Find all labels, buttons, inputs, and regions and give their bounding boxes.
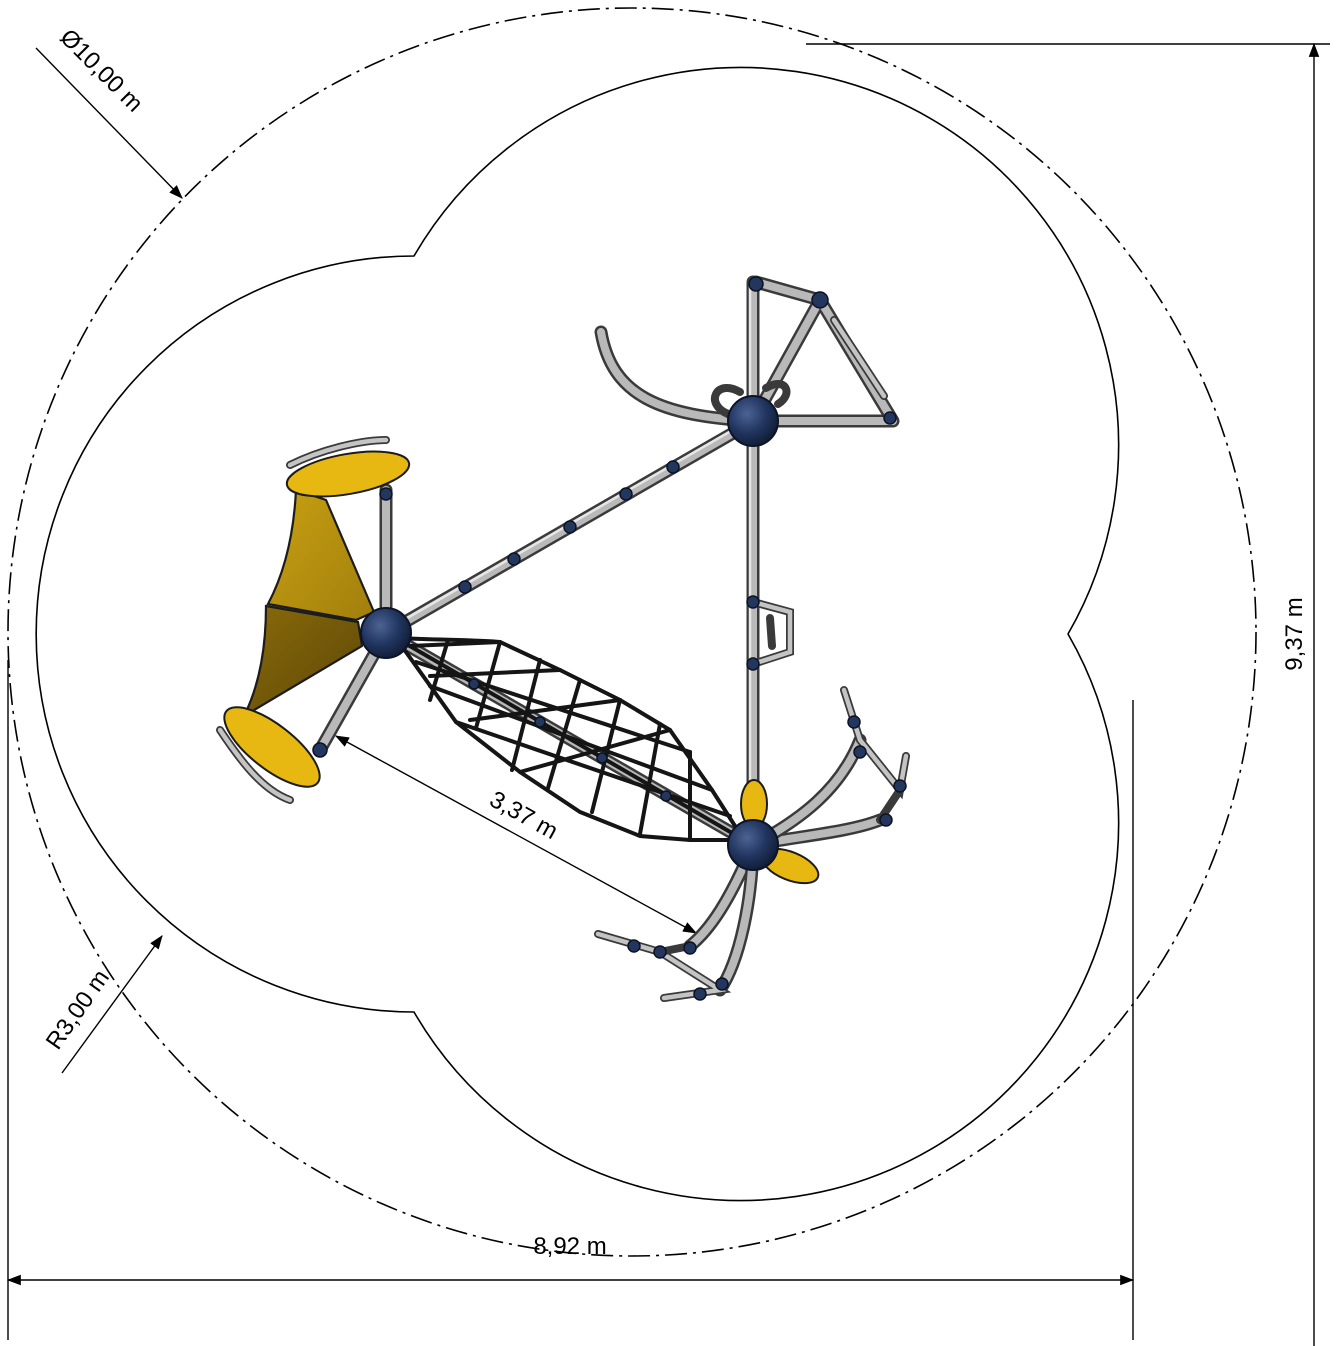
hub-left — [360, 607, 412, 659]
radius-dimension-label: R3,00 m — [41, 965, 115, 1055]
top-triangle-frame — [746, 275, 900, 428]
left-slide-panels — [241, 488, 376, 719]
distance-dimension-line — [334, 735, 698, 934]
overall-diameter-circle — [7, 7, 1257, 1257]
rope-net — [391, 635, 748, 842]
height-dimension-label: 9,37 m — [1281, 597, 1308, 670]
top-loop-handle — [710, 380, 791, 418]
diameter-dimension-label: Ø10,00 m — [54, 24, 148, 118]
diameter-leader-line — [35, 47, 183, 199]
seat-top-left — [285, 450, 411, 498]
radius-leader-line — [61, 935, 163, 1074]
width-dimension-label: 8,92 m — [533, 1233, 606, 1260]
vertical-ladder — [749, 598, 794, 668]
climbing-structure — [216, 275, 910, 1002]
hub-top — [727, 395, 779, 447]
safety-zone-outline — [35, 66, 1120, 1202]
pipe-joints — [312, 276, 907, 1001]
top-curved-bar — [594, 325, 760, 428]
seat-bottom-left — [223, 706, 321, 788]
pipe-top-to-bottom — [746, 275, 760, 852]
hub-bottom — [727, 819, 779, 871]
